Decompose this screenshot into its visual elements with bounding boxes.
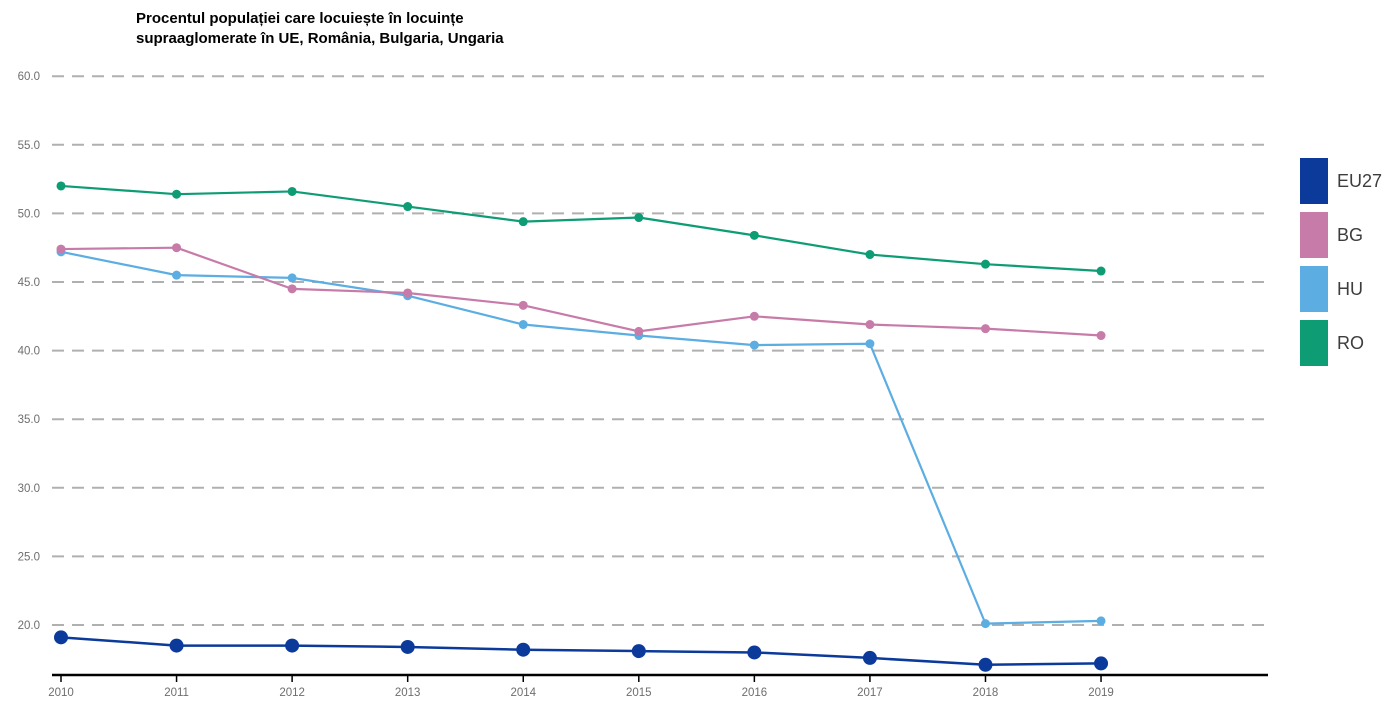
data-point-ro-2012 <box>287 186 297 196</box>
legend-label-bg: BG <box>1337 224 1364 245</box>
data-point-eu27-2018 <box>978 657 993 672</box>
series-hu <box>56 247 1106 629</box>
x-tick-label: 2018 <box>973 687 999 699</box>
y-tick-label: 55.0 <box>18 140 40 152</box>
x-tick-label: 2016 <box>742 687 768 699</box>
chart-title: Procentul populației care locuiește în l… <box>136 10 504 47</box>
series-line-hu <box>59 250 1103 625</box>
data-point-eu27-2011 <box>169 638 184 653</box>
data-point-bg-2010 <box>56 244 66 254</box>
data-point-eu27-2014 <box>516 642 531 657</box>
data-point-bg-2014 <box>518 300 528 310</box>
data-point-hu-2019 <box>1096 616 1106 626</box>
legend-swatch-hu <box>1300 266 1328 312</box>
data-point-bg-2016 <box>749 311 759 321</box>
data-point-ro-2017 <box>865 250 875 260</box>
y-tick-label: 50.0 <box>18 208 40 220</box>
data-point-bg-2019 <box>1096 331 1106 341</box>
x-tick-label: 2019 <box>1088 687 1114 699</box>
data-point-ro-2016 <box>749 230 759 240</box>
y-tick-label: 60.0 <box>18 71 40 83</box>
data-point-hu-2018 <box>980 619 990 629</box>
data-point-bg-2018 <box>980 324 990 334</box>
data-point-bg-2011 <box>172 243 182 253</box>
y-tick-label: 25.0 <box>18 551 40 563</box>
data-point-ro-2018 <box>980 259 990 269</box>
x-tick-label: 2015 <box>626 687 652 699</box>
data-point-ro-2010 <box>56 181 66 191</box>
series-line-ro <box>59 184 1103 273</box>
legend-item-hu: HU <box>1300 266 1382 312</box>
y-tick-label: 30.0 <box>18 483 40 495</box>
legend-item-eu27: EU27 <box>1300 158 1382 204</box>
data-point-bg-2017 <box>865 320 875 330</box>
series-bg <box>56 243 1106 341</box>
legend-item-bg: BG <box>1300 212 1382 258</box>
x-tick-label: 2010 <box>48 687 74 699</box>
legend-label-eu27: EU27 <box>1337 170 1383 191</box>
data-point-bg-2015 <box>634 326 644 336</box>
data-point-hu-2016 <box>749 340 759 350</box>
series-ro <box>56 181 1106 276</box>
x-tick-label: 2011 <box>164 687 189 699</box>
series-line-eu27 <box>59 636 1103 667</box>
data-point-bg-2013 <box>403 288 413 298</box>
y-tick-label: 20.0 <box>18 620 40 632</box>
data-point-eu27-2013 <box>400 639 415 654</box>
x-tick-label: 2013 <box>395 687 421 699</box>
y-tick-label: 35.0 <box>18 414 40 426</box>
data-point-eu27-2010 <box>54 630 68 645</box>
series-eu27 <box>54 630 1109 672</box>
data-point-hu-2014 <box>518 320 528 330</box>
data-point-ro-2011 <box>172 189 182 199</box>
data-point-ro-2013 <box>403 202 413 212</box>
data-point-eu27-2015 <box>631 644 646 659</box>
legend: EU27 BG HU RO <box>1300 158 1382 374</box>
legend-item-ro: RO <box>1300 320 1382 366</box>
data-point-bg-2012 <box>287 284 297 294</box>
data-point-ro-2019 <box>1096 266 1106 276</box>
data-point-eu27-2012 <box>285 638 300 653</box>
data-point-ro-2014 <box>518 217 528 227</box>
data-point-eu27-2016 <box>747 645 762 660</box>
y-tick-label: 40.0 <box>18 346 40 358</box>
data-point-hu-2012 <box>287 273 297 283</box>
legend-label-ro: RO <box>1337 332 1364 353</box>
legend-label-hu: HU <box>1337 278 1363 299</box>
data-point-hu-2017 <box>865 339 875 349</box>
legend-swatch-eu27 <box>1300 158 1328 204</box>
y-tick-label: 45.0 <box>18 277 40 289</box>
data-point-ro-2015 <box>634 213 644 223</box>
series-line-bg <box>59 246 1103 337</box>
data-point-hu-2011 <box>172 270 182 280</box>
legend-swatch-ro <box>1300 320 1328 366</box>
legend-swatch-bg <box>1300 212 1328 258</box>
x-tick-label: 2017 <box>857 687 883 699</box>
data-point-eu27-2019 <box>1094 656 1109 671</box>
x-tick-label: 2012 <box>279 687 305 699</box>
x-tick-label: 2014 <box>510 687 536 699</box>
data-point-eu27-2017 <box>862 650 877 665</box>
